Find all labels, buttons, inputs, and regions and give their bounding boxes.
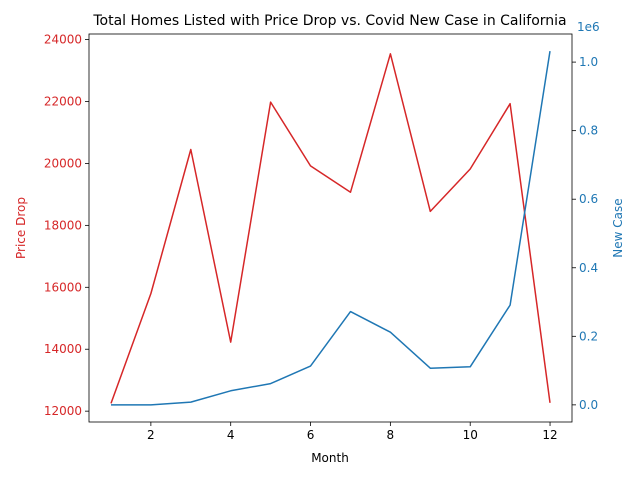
plot-frame — [88, 33, 573, 423]
x-tick-label: 6 — [307, 428, 315, 442]
left-tick-label: 18000 — [44, 218, 82, 232]
right-axis-offset-text: 1e6 — [577, 20, 600, 34]
chart-title: Total Homes Listed with Price Drop vs. C… — [92, 13, 566, 29]
left-tick-label: 14000 — [44, 342, 82, 356]
left-tick-label: 20000 — [44, 156, 82, 170]
x-tick-label: 8 — [387, 428, 395, 442]
plot-area — [88, 33, 573, 423]
series-layer — [110, 50, 551, 406]
left-tick-label: 24000 — [44, 33, 82, 47]
right-y-axis: 0.0 0.2 0.4 0.6 0.8 1.0 — [572, 55, 598, 412]
right-tick-label: 0.2 — [579, 329, 598, 343]
right-tick-label: 0.0 — [579, 398, 598, 412]
right-tick-label: 0.4 — [579, 261, 598, 275]
left-tick-label: 22000 — [44, 95, 82, 109]
left-tick-label: 16000 — [44, 280, 82, 294]
x-axis-label: Month — [311, 451, 349, 465]
x-axis: 2 4 6 8 10 12 — [147, 422, 558, 442]
left-tick-label: 12000 — [44, 404, 82, 418]
new-case-line — [111, 50, 551, 406]
x-tick-label: 4 — [227, 428, 235, 442]
left-y-axis-label: Price Drop — [14, 197, 28, 259]
right-y-axis-label: New Case — [611, 198, 625, 257]
right-tick-label: 0.6 — [579, 192, 598, 206]
x-tick-label: 12 — [542, 428, 557, 442]
price-drop-line — [110, 53, 551, 404]
right-tick-label: 1.0 — [579, 55, 598, 69]
right-tick-label: 0.8 — [579, 124, 598, 138]
left-y-axis: 12000 14000 16000 18000 20000 22000 24000 — [44, 33, 89, 418]
x-tick-label: 2 — [147, 428, 155, 442]
x-tick-label: 10 — [463, 428, 478, 442]
